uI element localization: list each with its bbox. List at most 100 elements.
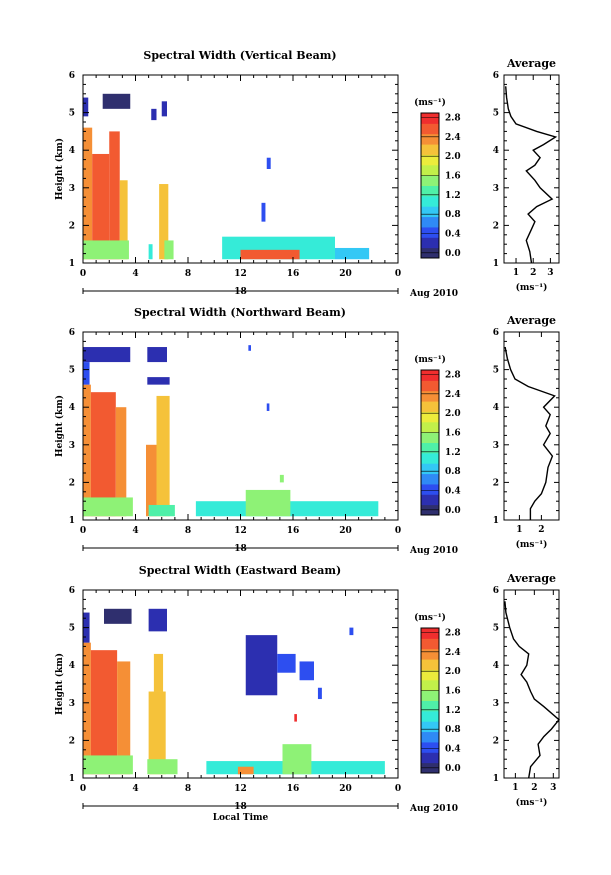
colorbar-swatch bbox=[421, 164, 439, 176]
colorbar-swatch bbox=[421, 700, 439, 712]
colorbar-tick-label: 0.4 bbox=[445, 229, 461, 239]
average-x-tick-label: 3 bbox=[550, 783, 556, 793]
y-tick-label: 3 bbox=[69, 441, 75, 451]
heatmap-cell bbox=[115, 407, 127, 517]
average-title: Average bbox=[506, 314, 556, 327]
heatmap-cell bbox=[148, 504, 175, 517]
colorbar-swatch bbox=[421, 133, 439, 145]
heatmap-cell bbox=[147, 759, 178, 775]
heatmap-cell bbox=[83, 127, 93, 260]
heatmap-cell bbox=[277, 653, 296, 673]
y-tick-label: 6 bbox=[69, 586, 75, 596]
colorbar-frame bbox=[420, 112, 440, 259]
y-tick-label: 1 bbox=[69, 774, 75, 784]
average-x-tick-label: 2 bbox=[530, 268, 536, 278]
colorbar-swatch bbox=[421, 648, 439, 660]
colorbar-swatch bbox=[421, 669, 439, 681]
y-tick-label: 2 bbox=[69, 478, 75, 488]
colorbar-tick-label: 1.6 bbox=[445, 428, 461, 438]
colorbar-swatch bbox=[421, 710, 439, 722]
average-title: Average bbox=[506, 572, 556, 585]
average-y-tick-label: 4 bbox=[493, 661, 499, 671]
colorbar-swatch bbox=[421, 154, 439, 166]
x-tick-label: 0 bbox=[80, 269, 86, 279]
colorbar-tick-label: 1.2 bbox=[445, 448, 461, 458]
average-x-label: (ms⁻¹) bbox=[516, 539, 548, 550]
colorbar-unit: (ms⁻¹) bbox=[414, 354, 446, 365]
heatmap-cell bbox=[245, 635, 278, 696]
month-label: Aug 2010 bbox=[409, 289, 458, 299]
heatmap-cell bbox=[90, 650, 118, 775]
x-tick-label: 20 bbox=[339, 269, 352, 279]
colorbar-tick-label: 2.8 bbox=[445, 370, 461, 380]
date-label: 18 bbox=[234, 544, 247, 554]
heatmap-cell bbox=[237, 766, 254, 775]
colorbar-tick-label: 0.4 bbox=[445, 486, 461, 496]
colorbar-tick-label: 0.0 bbox=[445, 764, 461, 774]
heatmap-cell bbox=[92, 153, 110, 260]
x-tick-label: 12 bbox=[234, 526, 247, 536]
average-y-tick-label: 1 bbox=[493, 516, 499, 526]
colorbar-tick-label: 0.8 bbox=[445, 210, 461, 220]
heatmap-cell bbox=[146, 444, 157, 517]
average-y-tick-label: 6 bbox=[493, 586, 499, 596]
colorbar-tick-label: 2.4 bbox=[445, 133, 461, 143]
average-frame bbox=[503, 589, 560, 779]
heatmap-cell bbox=[148, 691, 166, 775]
average-x-tick-label: 3 bbox=[547, 268, 553, 278]
colorbar-swatch bbox=[421, 370, 439, 381]
x-tick-label: 20 bbox=[339, 526, 352, 536]
x-tick-label: 8 bbox=[185, 526, 191, 536]
heatmap-cells bbox=[83, 93, 370, 260]
chart-title: Spectral Width (Eastward Beam) bbox=[139, 564, 341, 577]
heatmap-cell bbox=[294, 714, 297, 722]
colorbar-tick-label: 0.0 bbox=[445, 506, 461, 516]
average-x-tick-label: 1 bbox=[516, 525, 522, 535]
heatmap-cell bbox=[159, 184, 169, 260]
colorbar-swatch bbox=[421, 237, 439, 249]
heatmap-cell bbox=[317, 687, 322, 700]
colorbar-swatch bbox=[421, 226, 439, 238]
heatmap-cell bbox=[349, 627, 354, 636]
heatmap-cells bbox=[83, 345, 379, 517]
colorbar-tick-label: 1.2 bbox=[445, 191, 461, 201]
heatmap-cell bbox=[164, 240, 174, 260]
average-y-tick-label: 2 bbox=[493, 736, 499, 746]
month-label: Aug 2010 bbox=[409, 546, 458, 556]
colorbar-tick-label: 0.8 bbox=[445, 467, 461, 477]
colorbar-swatch bbox=[421, 144, 439, 155]
average-y-tick-label: 4 bbox=[493, 146, 499, 156]
x-tick-label: 0 bbox=[80, 784, 86, 794]
average-profile-line bbox=[505, 86, 558, 264]
average-title: Average bbox=[506, 57, 556, 70]
x-tick-label: 4 bbox=[132, 784, 138, 794]
heatmap-cell bbox=[261, 202, 266, 222]
heatmap-cell bbox=[83, 97, 89, 117]
x-tick-label: 16 bbox=[287, 526, 300, 536]
heatmap-cell bbox=[279, 474, 284, 483]
heatmap-cell bbox=[83, 755, 133, 775]
heatmap-cell bbox=[83, 497, 133, 517]
chart-title: Spectral Width (Vertical Beam) bbox=[143, 49, 336, 62]
average-x-tick-label: 2 bbox=[531, 783, 537, 793]
colorbar-tick-label: 0.0 bbox=[445, 249, 461, 259]
colorbar-swatch bbox=[421, 638, 439, 650]
colorbar-swatch bbox=[421, 432, 439, 443]
colorbar-swatch bbox=[421, 463, 439, 475]
y-tick-label: 5 bbox=[69, 624, 75, 634]
heatmap-cell bbox=[83, 642, 91, 775]
colorbar-frame bbox=[420, 627, 440, 774]
panel-2: Spectral Width (Eastward Beam)0 4 8 12 16 20 0… bbox=[54, 564, 560, 823]
y-tick-label: 2 bbox=[69, 221, 75, 231]
y-axis-label: Height (km) bbox=[54, 138, 65, 200]
x-axis-label: Local Time bbox=[213, 813, 269, 823]
colorbar-swatch bbox=[421, 752, 439, 764]
colorbar-tick-label: 2.8 bbox=[445, 628, 461, 638]
y-tick-label: 4 bbox=[69, 403, 75, 413]
x-tick-label: 12 bbox=[234, 784, 247, 794]
colorbar-swatch bbox=[421, 390, 439, 402]
heatmap-cell bbox=[119, 180, 128, 260]
y-tick-label: 1 bbox=[69, 516, 75, 526]
chart-title: Spectral Width (Northward Beam) bbox=[134, 306, 346, 319]
y-tick-label: 2 bbox=[69, 736, 75, 746]
